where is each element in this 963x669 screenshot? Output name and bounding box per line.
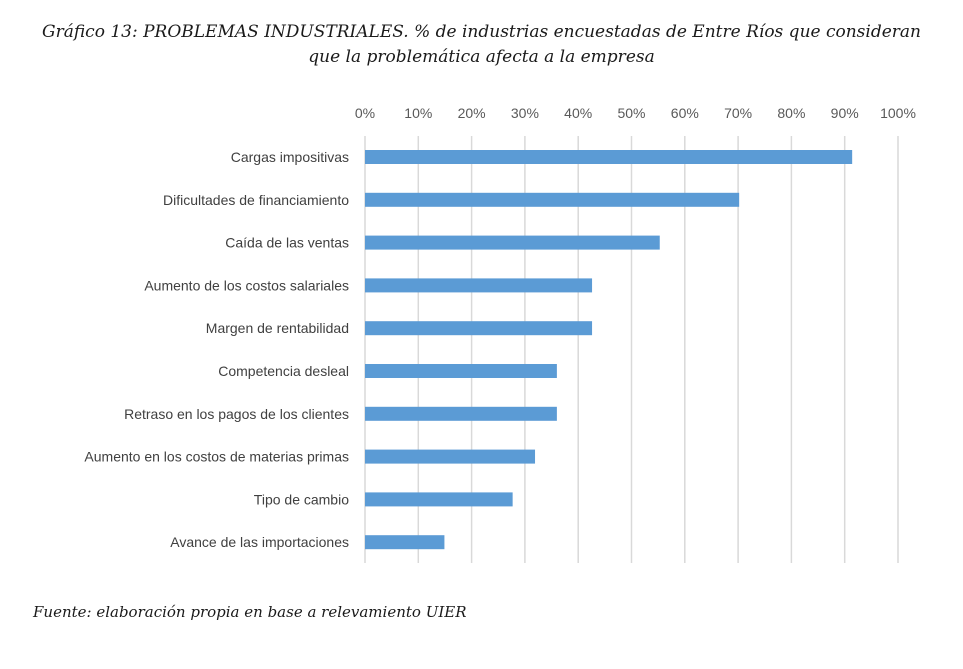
x-tick-label: 20% xyxy=(458,105,486,121)
category-label: Caída de las ventas xyxy=(225,235,349,251)
source-note: Fuente: elaboración propia en base a rel… xyxy=(33,603,467,621)
x-tick-label: 0% xyxy=(355,105,375,121)
chart-title-line-1: Gráfico 13: PROBLEMAS INDUSTRIALES. % de… xyxy=(42,22,921,42)
x-tick-label: 90% xyxy=(831,105,859,121)
category-label: Tipo de cambio xyxy=(254,491,349,507)
x-tick-label: 10% xyxy=(404,105,432,121)
x-tick-label: 30% xyxy=(511,105,539,121)
category-label: Competencia desleal xyxy=(218,363,349,379)
bar xyxy=(365,192,740,207)
bar xyxy=(365,406,557,421)
bar xyxy=(365,278,593,293)
bar xyxy=(365,492,513,507)
bar xyxy=(365,235,660,250)
x-tick-label: 60% xyxy=(671,105,699,121)
x-tick-label: 40% xyxy=(564,105,592,121)
gridlines xyxy=(364,136,899,563)
category-label: Aumento de los costos salariales xyxy=(144,277,349,293)
bar xyxy=(365,321,593,336)
x-tick-label: 80% xyxy=(777,105,805,121)
x-tick-label: 50% xyxy=(617,105,645,121)
bar xyxy=(365,449,536,464)
category-label: Margen de rentabilidad xyxy=(206,320,349,336)
bars xyxy=(365,150,853,550)
bar xyxy=(365,535,445,550)
bar xyxy=(365,150,853,164)
chart-title: Gráfico 13: PROBLEMAS INDUSTRIALES. % de… xyxy=(0,20,963,70)
bar xyxy=(365,364,557,378)
x-tick-label: 100% xyxy=(880,105,916,121)
category-label: Aumento en los costos de materias primas xyxy=(84,449,349,465)
category-label: Cargas impositivas xyxy=(231,149,349,165)
category-label: Avance de las importaciones xyxy=(170,534,349,550)
x-tick-label: 70% xyxy=(724,105,752,121)
chart-title-line-2: que la problemática afecta a la empresa xyxy=(308,47,655,67)
category-label: Dificultades de financiamiento xyxy=(163,192,349,208)
x-axis-ticks: 0% 10% 20% 30% 40% 50% 60% 70% 80% 90% 100% xyxy=(355,105,916,121)
category-labels: Cargas impositivas Dificultades de financ… xyxy=(84,149,349,550)
category-label: Retraso en los pagos de los clientes xyxy=(124,406,349,422)
